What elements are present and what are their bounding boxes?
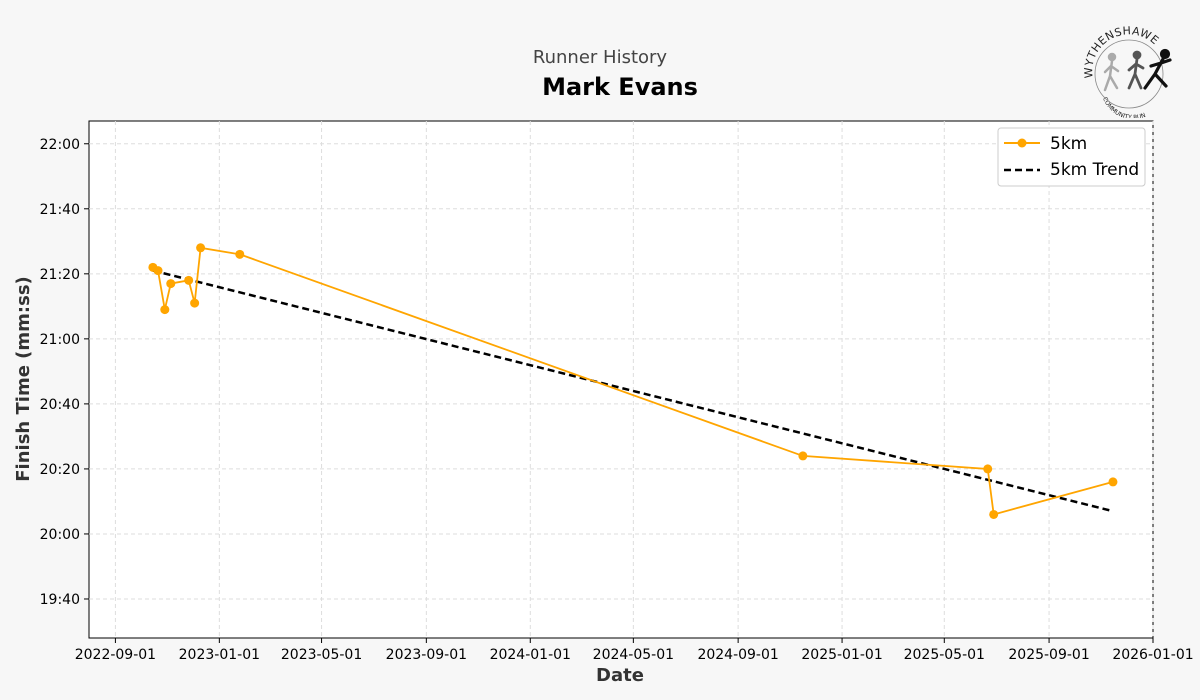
y-tick-label: 19:40: [40, 592, 80, 608]
y-axis-label: Finish Time (mm:ss): [13, 276, 34, 482]
x-tick-label: 2024-09-01: [697, 647, 778, 663]
data-point: [989, 509, 999, 519]
x-tick-label: 2024-05-01: [593, 647, 674, 663]
data-point: [798, 451, 808, 461]
y-tick-label: 20:20: [40, 462, 80, 478]
grid: [89, 121, 1154, 638]
x-tick-label: 2025-01-01: [801, 647, 882, 663]
x-axis-label: Date: [596, 665, 644, 686]
data-point: [196, 243, 206, 253]
y-tick-label: 21:40: [40, 202, 80, 218]
chart-subtitle: Runner History: [532, 47, 668, 68]
x-tick-label: 2026-01-01: [1112, 647, 1193, 663]
x-tick-label: 2023-05-01: [281, 647, 362, 663]
x-tick-label: 2023-09-01: [386, 647, 467, 663]
x-tick-label: 2025-09-01: [1008, 647, 1089, 663]
plot-area: [88, 120, 1154, 639]
y-axis: 19:40 20:00 20:20 20:40 21:00 21:20 21:40 22:00: [40, 137, 89, 608]
data-point: [235, 249, 245, 259]
y-tick-label: 21:00: [40, 332, 80, 348]
x-axis: 2022-09-01 2023-01-01 2023-05-01 2023-09-01…: [75, 638, 1194, 663]
data-point: [190, 298, 200, 308]
y-tick-label: 21:20: [40, 267, 80, 283]
data-point: [160, 305, 170, 315]
legend-label-trend: 5km Trend: [1050, 160, 1139, 180]
x-tick-label: 2022-09-01: [75, 647, 156, 663]
data-point: [184, 275, 194, 285]
data-point: [166, 279, 176, 289]
series-5km: [148, 243, 1118, 519]
data-point: [153, 266, 163, 276]
chart-title: Mark Evans: [542, 73, 698, 101]
data-point: [1108, 477, 1118, 487]
legend-label-5km: 5km: [1050, 134, 1087, 154]
y-tick-label: 22:00: [40, 137, 80, 153]
legend-marker-5km: [1017, 138, 1027, 148]
runners-logo-icon: WYTHENSHAWE COMMUNITY RUN: [1083, 26, 1172, 118]
legend: 5km 5km Trend: [997, 127, 1146, 187]
data-point: [983, 464, 993, 474]
x-tick-label: 2025-05-01: [904, 647, 985, 663]
y-tick-label: 20:00: [40, 527, 80, 543]
y-tick-label: 20:40: [40, 397, 80, 413]
x-tick-label: 2023-01-01: [179, 647, 260, 663]
x-tick-label: 2024-01-01: [490, 647, 571, 663]
series-line-5km: [152, 246, 1114, 516]
